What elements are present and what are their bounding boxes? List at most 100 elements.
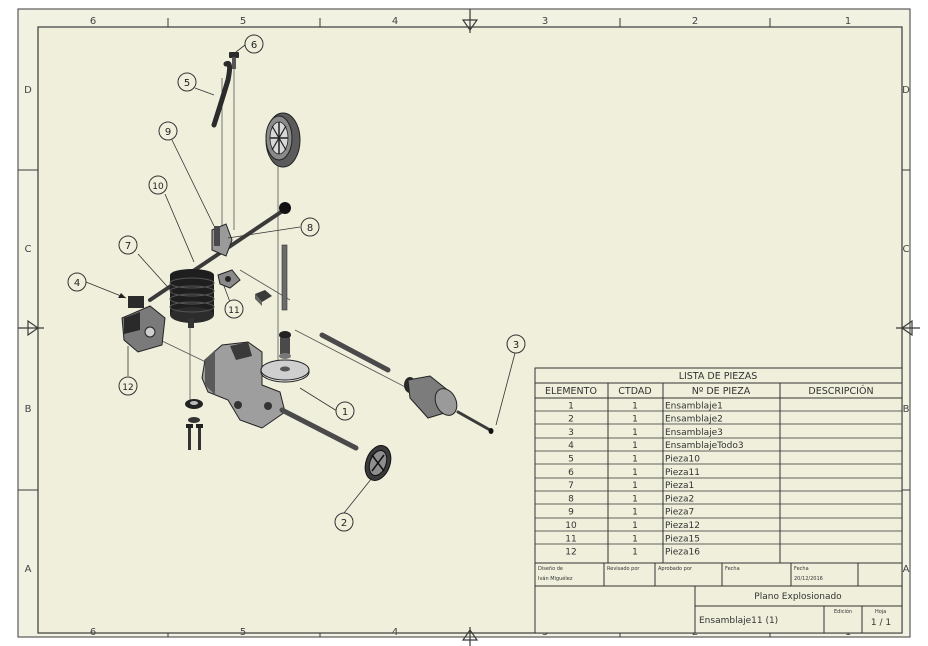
parts-list-part-number: Pieza15	[665, 534, 700, 544]
title-block: Diseño de Iván Miguélez Revisado por Apr…	[534, 562, 903, 634]
part-3-motor-axle	[319, 332, 494, 434]
zone-label: B	[25, 404, 32, 415]
approved-by-label: Aprobado por	[658, 566, 693, 572]
parts-list-item-number: 12	[565, 548, 576, 558]
parts-list-table: LISTA DE PIEZAS ELEMENTO CTDAD Nº DE PIE…	[534, 367, 903, 564]
parts-list-item-number: 5	[568, 455, 574, 465]
zone-label: 6	[90, 627, 96, 638]
balloon-number: 10	[152, 182, 164, 192]
parts-list-part-number: Pieza7	[665, 508, 694, 518]
zone-label: 2	[692, 16, 698, 27]
zone-label: A	[903, 564, 910, 575]
designed-by-value: Iván Miguélez	[538, 575, 573, 582]
part-2-axle	[279, 407, 359, 451]
parts-list-item-number: 7	[568, 481, 574, 491]
parts-list-part-number: Pieza11	[665, 468, 700, 478]
parts-list-item-number: 6	[568, 468, 574, 478]
balloon-number: 3	[513, 340, 519, 351]
sheet-label: Hoja	[875, 609, 886, 615]
balloon-number: 6	[251, 40, 257, 51]
parts-list-item-number: 11	[565, 534, 576, 544]
parts-list-quantity: 1	[632, 401, 638, 411]
parts-list-title: LISTA DE PIEZAS	[679, 371, 758, 382]
zone-labels-left: D C B A	[24, 85, 32, 575]
parts-list-quantity: 1	[632, 494, 638, 504]
parts-list-item-number: 1	[568, 401, 574, 411]
parts-list-quantity: 1	[632, 441, 638, 451]
parts-list-header: Nº DE PIEZA	[692, 386, 751, 397]
date-label: Fecha	[794, 566, 809, 572]
parts-list-part-number: Pieza10	[665, 455, 700, 465]
parts-list-item-number: 8	[568, 494, 574, 504]
zone-label: C	[903, 244, 910, 255]
zone-label: 1	[845, 16, 851, 27]
balloon-number: 9	[165, 127, 171, 138]
parts-list-quantity: 1	[632, 468, 638, 478]
balloon-12: 12	[118, 376, 138, 396]
date-label: Fecha	[725, 566, 740, 572]
parts-list-header: ELEMENTO	[545, 386, 597, 397]
designed-by-label: Diseño de	[538, 566, 563, 572]
balloon-number: 2	[341, 518, 347, 529]
balloon-6: 6	[244, 34, 264, 54]
small-cube	[255, 290, 272, 306]
balloon-number: 8	[307, 223, 313, 234]
zone-label: 6	[90, 16, 96, 27]
part-9-bracket	[211, 223, 233, 257]
parts-list-quantity: 1	[632, 481, 638, 491]
parts-list-part-number: Pieza2	[665, 494, 694, 504]
parts-list-header: DESCRIPCIÓN	[808, 385, 873, 397]
zone-label: D	[902, 85, 910, 96]
balloon-3: 3	[506, 334, 526, 354]
parts-list-quantity: 1	[632, 548, 638, 558]
part-12-housing	[121, 296, 166, 353]
exploded-assembly-view	[85, 44, 516, 514]
zone-label: 4	[392, 627, 398, 638]
zone-label: B	[903, 404, 910, 415]
parts-list-item-number: 4	[568, 441, 574, 451]
parts-list-item-number: 3	[568, 428, 574, 438]
zone-label: 4	[392, 16, 398, 27]
balloon-10: 10	[148, 175, 168, 195]
balloon-4: 4	[67, 272, 87, 292]
parts-list-item-number: 2	[568, 415, 574, 425]
zone-ticks	[18, 18, 910, 637]
balloon-1: 1	[335, 401, 355, 421]
zone-labels-right: D C B A	[902, 85, 910, 575]
screws-and-nuts	[185, 399, 203, 450]
balloon-number: 11	[228, 306, 239, 316]
sheet-value: 1 / 1	[871, 618, 891, 628]
parts-list-part-number: Ensamblaje3	[665, 428, 723, 438]
parts-list-part-number: Ensamblaje2	[665, 415, 723, 425]
balloon-number: 7	[125, 241, 131, 252]
part-2-wheel	[364, 445, 392, 481]
balloon-9: 9	[158, 121, 178, 141]
zone-label: D	[24, 85, 32, 96]
part-1-main-frame	[201, 341, 310, 429]
parts-list-header: CTDAD	[618, 386, 651, 397]
part-balloons: 1 2 3 4 5 6 7 8 9 10 11 12	[67, 34, 526, 532]
balloon-2: 2	[334, 512, 354, 532]
balloon-11: 11	[224, 299, 244, 319]
part-5-lever	[211, 60, 233, 128]
date-value: 20/12/2016	[794, 576, 823, 582]
balloon-8: 8	[300, 217, 320, 237]
drawing-title: Plano Explosionado	[754, 592, 842, 602]
balloon-number: 4	[74, 278, 80, 289]
parts-list-quantity: 1	[632, 521, 638, 531]
parts-list-part-number: EnsamblajeTodo3	[665, 441, 744, 451]
vertical-shaft	[281, 244, 288, 311]
zone-label: 5	[240, 16, 246, 27]
part-7-spring-drum	[169, 269, 215, 328]
balloon-5: 5	[177, 72, 197, 92]
leader-arrowheads	[118, 293, 126, 298]
parts-list-part-number: Pieza12	[665, 521, 700, 531]
parts-list-part-number: Pieza16	[665, 548, 700, 558]
parts-list-quantity: 1	[632, 428, 638, 438]
leader-lines	[85, 44, 516, 514]
zone-label: 3	[542, 16, 548, 27]
edition-label: Edición	[834, 608, 852, 615]
zone-label: C	[25, 244, 32, 255]
